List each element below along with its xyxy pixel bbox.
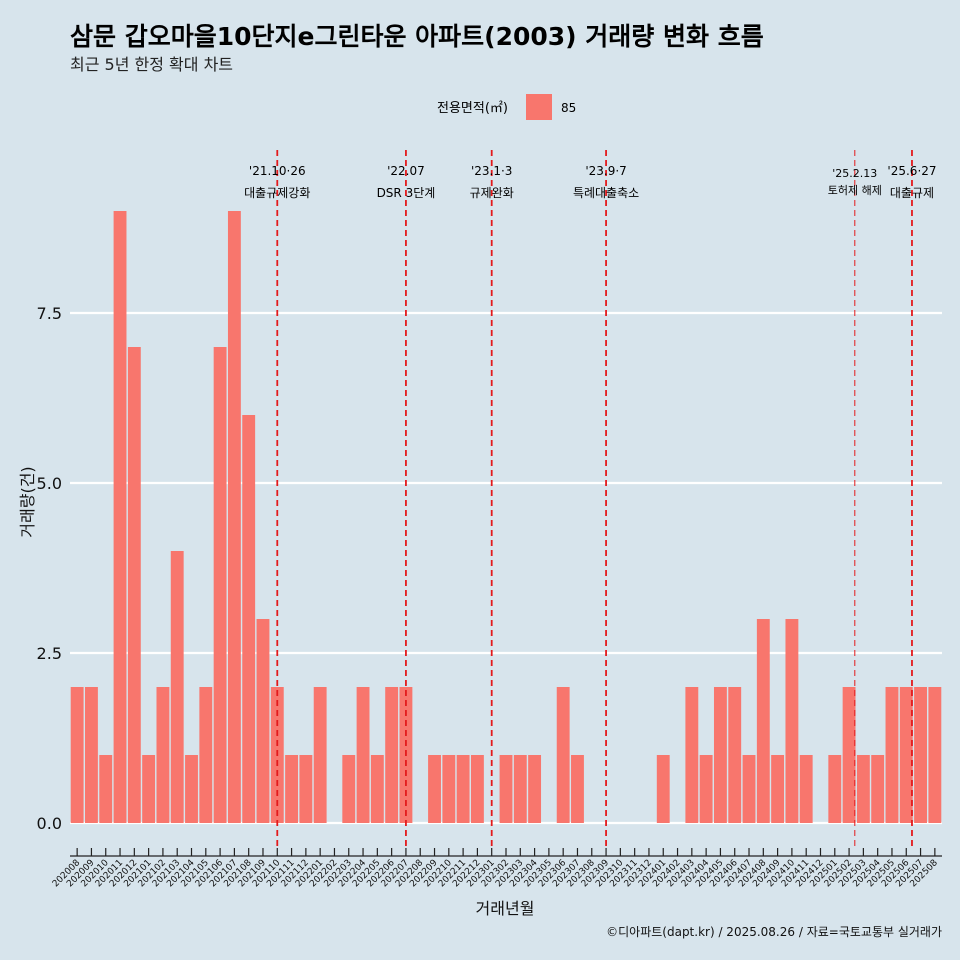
event-label: 특례대출축소: [573, 186, 639, 200]
y-axis-title: 거래량(건): [18, 466, 37, 537]
bar-202505: [885, 687, 899, 823]
event-date: '25.2.13: [832, 167, 877, 180]
bar-202011: [113, 211, 127, 823]
bar-202205: [370, 755, 384, 823]
bar-202212: [470, 755, 484, 823]
bar-202302: [499, 755, 513, 823]
bar-202403: [685, 687, 699, 823]
bar-202307: [571, 755, 584, 823]
bar-202102: [156, 687, 170, 823]
bar-202303: [513, 755, 527, 823]
x-axis-title: 거래년월: [476, 899, 535, 918]
chart-title: 삼문 갑오마을10단지e그린타운 아파트(2003) 거래량 변화 흐름: [70, 22, 764, 51]
event-label: 대출규제: [890, 186, 934, 200]
bar-202106: [213, 347, 227, 823]
bar-202112: [299, 755, 313, 823]
bar-202508: [928, 687, 942, 823]
event-label: 규제완화: [470, 186, 514, 200]
bar-202105: [199, 687, 213, 823]
bar-202404: [699, 755, 713, 823]
bar-202104: [185, 755, 198, 823]
caption: ©디아파트(dapt.kr) / 2025.08.26 / 자료=국토교통부 실…: [606, 925, 942, 939]
y-tick-label: 0.0: [37, 814, 62, 833]
legend-label: 85: [561, 101, 576, 115]
bar-202405: [713, 687, 727, 823]
bar-202507: [914, 687, 927, 823]
event-annotations: '21.10·26 대출규제강화 '22.07 DSR 3단계 '23.1·3 규제완화 '…: [244, 150, 937, 848]
y-tick-label: 7.5: [37, 304, 62, 323]
bar-202211: [456, 755, 470, 823]
bar-202411: [799, 755, 813, 823]
y-tick-label: 2.5: [37, 644, 62, 663]
x-axis: 2020082020092020102020112020122021012021…: [51, 848, 942, 889]
bar-202506: [899, 687, 913, 823]
bar-202204: [356, 687, 370, 823]
event-date: '25.6·27: [887, 164, 936, 178]
bar-202407: [742, 755, 756, 823]
chart-subtitle: 최근 5년 한정 확대 차트: [70, 55, 233, 74]
bar-202108: [242, 415, 256, 823]
event-date: '23.9·7: [585, 164, 626, 178]
bar-202410: [785, 619, 799, 823]
bar-202210: [442, 755, 456, 823]
event-label: DSR 3단계: [377, 186, 436, 200]
y-axis-ticks: 0.0 2.5 5.0 7.5: [37, 304, 62, 833]
bar-202103: [170, 551, 184, 823]
bar-202503: [856, 755, 870, 823]
bar-202107: [227, 211, 241, 823]
bar-202304: [528, 755, 542, 823]
bar-202501: [828, 755, 842, 823]
bar-202009: [85, 687, 98, 823]
bar-202502: [842, 687, 856, 823]
bar-202401: [656, 755, 670, 823]
bar-202209: [428, 755, 441, 823]
event-label: 토허제 해제: [828, 183, 882, 197]
bar-202406: [728, 687, 742, 823]
bar-202206: [385, 687, 399, 823]
legend: 전용면적(㎡) 85: [437, 94, 576, 120]
bar-202012: [127, 347, 141, 823]
bar-202111: [285, 755, 299, 823]
bar-202203: [342, 755, 356, 823]
event-date: '21.10·26: [249, 164, 306, 178]
bar-202408: [756, 619, 770, 823]
legend-title: 전용면적(㎡): [437, 101, 508, 116]
event-date: '22.07: [387, 164, 425, 178]
bar-202201: [313, 687, 327, 823]
bar-202109: [256, 619, 270, 823]
bar-202101: [142, 755, 156, 823]
bars: [70, 211, 942, 823]
bar-202010: [99, 755, 113, 823]
bar-202008: [70, 687, 84, 823]
y-tick-label: 5.0: [37, 474, 62, 493]
bar-202306: [556, 687, 570, 823]
bar-202504: [871, 755, 885, 823]
event-date: '23.1·3: [471, 164, 512, 178]
legend-swatch: [526, 94, 552, 120]
event-label: 대출규제강화: [244, 186, 310, 200]
bar-202409: [771, 755, 785, 823]
